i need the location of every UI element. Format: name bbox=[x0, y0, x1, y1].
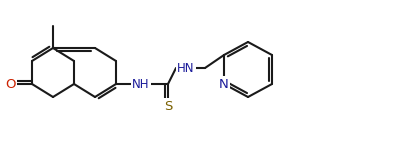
Text: HN: HN bbox=[177, 61, 195, 75]
Text: N: N bbox=[219, 78, 229, 90]
Text: O: O bbox=[6, 78, 16, 90]
Text: S: S bbox=[164, 100, 172, 112]
Text: NH: NH bbox=[132, 78, 150, 90]
